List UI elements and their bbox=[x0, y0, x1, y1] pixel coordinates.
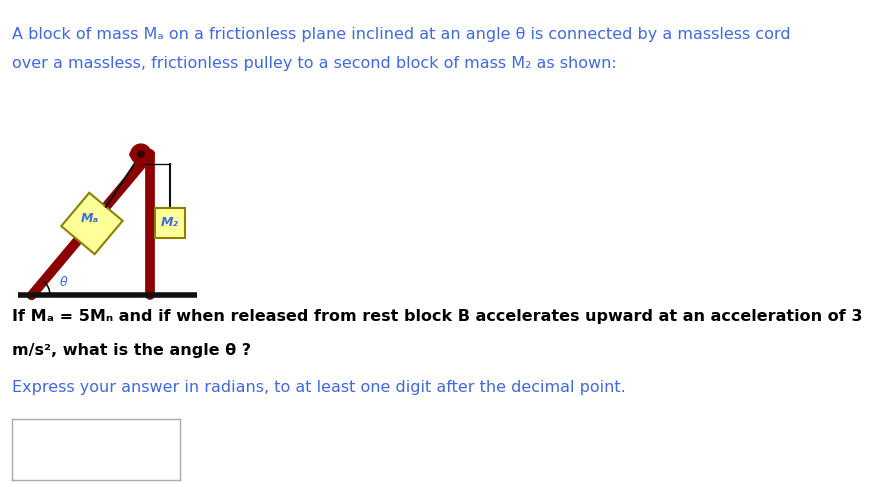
Text: A block of mass Mₐ on a frictionless plane inclined at an angle θ is connected b: A block of mass Mₐ on a frictionless pla… bbox=[12, 27, 789, 42]
Circle shape bbox=[137, 151, 144, 157]
Text: M₂: M₂ bbox=[161, 216, 179, 229]
Text: m/s², what is the angle θ ?: m/s², what is the angle θ ? bbox=[12, 343, 250, 358]
Text: Express your answer in radians, to at least one digit after the decimal point.: Express your answer in radians, to at le… bbox=[12, 380, 625, 395]
Text: Mₐ: Mₐ bbox=[81, 212, 99, 225]
Text: θ: θ bbox=[60, 276, 67, 289]
Text: If Mₐ = 5Mₙ and if when released from rest block B accelerates upward at an acce: If Mₐ = 5Mₙ and if when released from re… bbox=[12, 309, 861, 324]
Polygon shape bbox=[61, 193, 122, 254]
Text: over a massless, frictionless pulley to a second block of mass M₂ as shown:: over a massless, frictionless pulley to … bbox=[12, 56, 616, 71]
Circle shape bbox=[131, 144, 151, 164]
FancyBboxPatch shape bbox=[155, 208, 185, 238]
